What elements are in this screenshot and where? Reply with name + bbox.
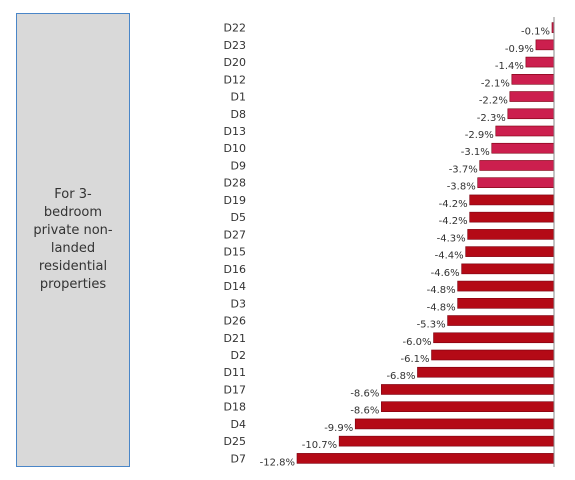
value-label: -6.0% bbox=[403, 337, 432, 348]
bar-d14 bbox=[457, 280, 555, 292]
bar-d26 bbox=[447, 315, 555, 326]
bar-d17 bbox=[381, 384, 555, 395]
category-label: D17 bbox=[224, 383, 246, 396]
category-label: D20 bbox=[224, 56, 246, 69]
value-label: -4.2% bbox=[439, 199, 468, 210]
bar-d18 bbox=[381, 401, 555, 412]
value-label: -4.6% bbox=[431, 268, 460, 279]
value-label: -3.1% bbox=[461, 147, 490, 158]
value-label: -4.8% bbox=[427, 285, 456, 296]
value-label: -5.3% bbox=[417, 320, 446, 331]
category-label: D15 bbox=[224, 246, 246, 259]
category-label: D16 bbox=[224, 263, 246, 276]
category-label: D26 bbox=[224, 315, 246, 328]
bar-d13 bbox=[495, 125, 555, 137]
bar-d15 bbox=[465, 246, 555, 257]
value-label: -1.4% bbox=[495, 61, 524, 72]
value-label: -2.1% bbox=[481, 78, 510, 89]
category-label: D18 bbox=[224, 401, 246, 414]
bar-d9 bbox=[479, 160, 555, 171]
value-label: -0.9% bbox=[505, 44, 534, 55]
value-label: -10.7% bbox=[302, 440, 337, 451]
value-label: -12.8% bbox=[260, 457, 295, 468]
category-label: D5 bbox=[231, 211, 246, 224]
value-label: -2.9% bbox=[465, 130, 494, 141]
bar-d7 bbox=[296, 453, 555, 464]
category-label: D25 bbox=[224, 435, 246, 448]
value-label: -2.3% bbox=[477, 113, 506, 124]
bar-d12 bbox=[511, 74, 555, 85]
value-label: -3.7% bbox=[449, 164, 478, 175]
bar-d3 bbox=[457, 298, 555, 309]
value-label: -3.8% bbox=[447, 182, 476, 193]
bar-d21 bbox=[433, 332, 555, 344]
bar-d4 bbox=[354, 418, 555, 430]
category-label: D10 bbox=[224, 142, 246, 155]
category-label: D21 bbox=[224, 332, 246, 345]
value-label: -6.8% bbox=[386, 371, 415, 382]
category-label: D23 bbox=[224, 39, 246, 52]
category-label: D11 bbox=[224, 366, 246, 379]
bar-d20 bbox=[525, 56, 555, 68]
category-label: D4 bbox=[231, 418, 246, 431]
value-label: -4.3% bbox=[437, 233, 466, 244]
bar-d23 bbox=[535, 39, 555, 51]
bar-d5 bbox=[469, 211, 555, 223]
bar-d2 bbox=[431, 349, 555, 361]
category-label: D22 bbox=[224, 22, 246, 35]
bar-d28 bbox=[477, 177, 555, 188]
bar-d10 bbox=[491, 142, 555, 154]
bar-d16 bbox=[461, 263, 555, 275]
category-label: D13 bbox=[224, 125, 246, 138]
value-label: -4.4% bbox=[435, 251, 464, 262]
value-label: -8.6% bbox=[350, 388, 379, 399]
value-label: -9.9% bbox=[324, 423, 353, 434]
value-label: -4.2% bbox=[439, 216, 468, 227]
bar-d8 bbox=[507, 108, 555, 120]
category-label: D14 bbox=[224, 280, 246, 293]
category-label: D28 bbox=[224, 177, 246, 190]
category-label: D27 bbox=[224, 228, 246, 241]
category-label: D1 bbox=[231, 91, 246, 104]
category-label: D7 bbox=[231, 452, 246, 465]
value-label: -4.8% bbox=[427, 302, 456, 313]
value-label: -0.1% bbox=[521, 27, 550, 38]
bar-d1 bbox=[509, 91, 555, 102]
category-label: D3 bbox=[231, 297, 246, 310]
bar-d11 bbox=[417, 366, 555, 378]
category-label: D19 bbox=[224, 194, 246, 207]
value-label: -6.1% bbox=[401, 354, 430, 365]
bar-d27 bbox=[467, 229, 555, 240]
category-label: D12 bbox=[224, 73, 246, 86]
category-label: D2 bbox=[231, 349, 246, 362]
annotation-text: For 3- bedroom private non- landed resid… bbox=[33, 187, 113, 292]
category-label: D8 bbox=[231, 108, 246, 121]
value-label: -8.6% bbox=[350, 406, 379, 417]
annotation-box: For 3- bedroom private non- landed resid… bbox=[16, 13, 130, 467]
category-label: D9 bbox=[231, 159, 246, 172]
value-label: -2.2% bbox=[479, 96, 508, 107]
bar-d19 bbox=[469, 194, 555, 206]
bar-d25 bbox=[338, 435, 555, 447]
